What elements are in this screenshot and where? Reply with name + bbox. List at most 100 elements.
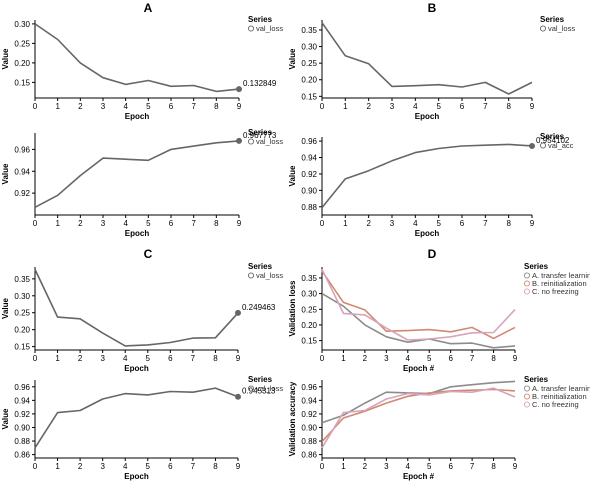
x-tick-label: 6: [460, 219, 465, 228]
end-value-label: 0.967773: [243, 131, 277, 140]
x-tick-label: 2: [363, 462, 368, 471]
series-line-1: [321, 270, 516, 340]
y-tick-label: 0.90: [301, 186, 317, 195]
x-tick-label: 3: [101, 219, 106, 228]
y-tick-label: 0.86: [301, 451, 317, 460]
legend-swatch: [247, 138, 255, 145]
end-point-marker: [236, 86, 242, 93]
end-value-label: 0.954102: [536, 136, 570, 145]
chart-d-loss: 0 1 2 3 4 5 6 7 8 9 0.15 0.20 0.25 0.30 0.35 Epoch # Val…: [288, 262, 590, 373]
x-tick-label: 4: [123, 219, 128, 228]
legend-title: Series: [524, 262, 549, 271]
legend-swatch: [539, 25, 547, 32]
legend-entry-label: C. no freezing: [532, 400, 579, 409]
end-point-marker: [529, 142, 535, 149]
x-tick-label: 3: [390, 219, 395, 228]
legend-entry-label: A. transfer learning: [532, 384, 590, 393]
x-tick-label: 2: [78, 462, 83, 471]
y-tick-label: 0.92: [301, 410, 317, 419]
x-axis-title: Epoch: [415, 229, 440, 238]
x-tick-label: 0: [33, 462, 38, 471]
x-tick-label: 4: [413, 219, 418, 228]
x-tick-label: 8: [213, 462, 218, 471]
y-tick-label: 0.35: [301, 26, 317, 35]
panel-letter-c: C: [144, 247, 153, 261]
x-axis-title: Epoch: [125, 112, 150, 121]
legend-swatch: [523, 272, 531, 279]
legend-title: Series: [248, 128, 273, 137]
x-tick-label: 7: [483, 219, 488, 228]
y-tick-label: 0.90: [14, 423, 30, 432]
x-tick-label: 0: [320, 102, 325, 111]
x-tick-label: 4: [123, 102, 128, 111]
x-tick-label: 1: [343, 219, 348, 228]
y-axis-title: Value: [1, 408, 10, 429]
x-tick-label: 6: [169, 102, 174, 111]
x-tick-label: 4: [406, 354, 411, 363]
y-tick-label: 0.94: [14, 167, 30, 176]
y-axis-title: Validation accuracy: [288, 381, 297, 456]
legend-swatch: [247, 25, 255, 32]
y-tick-label: 0.30: [301, 290, 317, 299]
x-tick-label: 0: [33, 219, 38, 228]
y-tick-label: 0.86: [14, 451, 30, 460]
x-tick-label: 1: [55, 219, 60, 228]
x-tick-label: 2: [366, 219, 371, 228]
y-tick-label: 0.90: [301, 423, 317, 432]
legend-entry-label: C. no freezing: [532, 287, 579, 296]
y-tick-label: 0.96: [301, 383, 317, 392]
legend-title: Series: [540, 15, 565, 24]
x-tick-label: 0: [33, 354, 38, 363]
end-value-label: 0.945313: [242, 387, 276, 396]
x-tick-label: 8: [506, 102, 511, 111]
y-tick-label: 0.15: [14, 78, 30, 87]
panel-letter-b: B: [428, 1, 437, 15]
x-tick-label: 3: [384, 354, 389, 363]
y-tick-label: 0.15: [14, 343, 30, 352]
x-tick-label: 9: [237, 102, 242, 111]
x-axis-title: Epoch: [124, 364, 149, 373]
y-tick-label: 0.20: [14, 59, 30, 68]
y-tick-label: 0.88: [301, 203, 317, 212]
legend-entry-label: val_loss: [256, 271, 283, 280]
x-tick-label: 7: [470, 354, 475, 363]
x-tick-label: 0: [33, 102, 38, 111]
x-tick-label: 6: [448, 354, 453, 363]
y-tick-label: 0.96: [301, 137, 317, 146]
x-axis-title: Epoch: [125, 229, 150, 238]
y-tick-label: 0.92: [14, 410, 30, 419]
x-tick-label: 5: [146, 219, 151, 228]
end-point-marker: [235, 393, 241, 400]
x-axis-title: Epoch: [415, 112, 440, 121]
x-tick-label: 7: [191, 354, 196, 363]
x-tick-label: 4: [413, 102, 418, 111]
x-tick-label: 8: [214, 219, 219, 228]
series-line-1: [321, 388, 516, 443]
legend-swatch: [247, 385, 255, 392]
legend-title: Series: [248, 375, 273, 384]
chart-d-acc: 0 1 2 3 4 5 6 7 8 9 0.86 0.88 0.90 0.92 0.94 0.96 Epoch …: [288, 375, 590, 481]
x-tick-label: 7: [191, 462, 196, 471]
y-tick-label: 0.30: [14, 292, 30, 301]
y-axis-title: Value: [288, 165, 297, 186]
y-axis-title: Validation loss: [288, 280, 297, 337]
series-line-0: [321, 292, 516, 349]
x-tick-label: 7: [470, 462, 475, 471]
x-tick-label: 9: [513, 354, 518, 363]
x-tick-label: 1: [55, 354, 60, 363]
x-tick-label: 6: [460, 102, 465, 111]
y-tick-label: 0.25: [301, 305, 317, 314]
x-axis-title: Epoch #: [403, 364, 435, 373]
x-tick-label: 1: [341, 462, 346, 471]
end-point-marker: [236, 137, 242, 144]
x-tick-label: 1: [341, 354, 346, 363]
legend-entry-label: val_loss: [256, 137, 283, 146]
x-tick-label: 8: [213, 354, 218, 363]
y-tick-label: 0.88: [301, 437, 317, 446]
legend-title: Series: [248, 262, 273, 271]
y-tick-label: 0.94: [301, 396, 317, 405]
y-tick-label: 0.20: [14, 326, 30, 335]
end-value-label: 0.132849: [243, 79, 277, 88]
legend-swatch: [523, 288, 531, 295]
